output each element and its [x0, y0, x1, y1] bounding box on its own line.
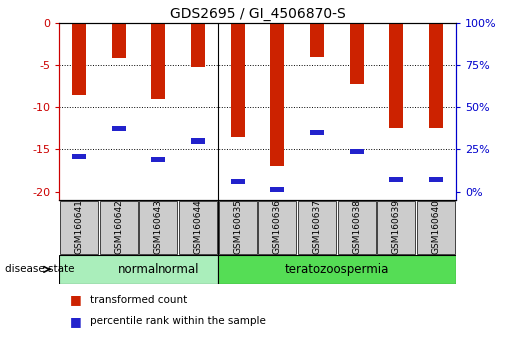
FancyBboxPatch shape [377, 201, 415, 254]
Bar [231, 23, 245, 137]
Bar [429, 177, 443, 182]
Bar [112, 126, 126, 131]
Bar [231, 179, 245, 184]
Text: ■: ■ [70, 315, 81, 327]
FancyBboxPatch shape [218, 255, 456, 284]
Text: GSM160636: GSM160636 [273, 199, 282, 254]
Bar [270, 23, 284, 166]
Text: GSM160638: GSM160638 [352, 199, 361, 254]
Bar [72, 154, 86, 159]
FancyBboxPatch shape [417, 201, 455, 254]
Text: normal: normal [118, 263, 159, 276]
Bar [389, 23, 403, 129]
FancyBboxPatch shape [59, 255, 218, 284]
FancyBboxPatch shape [219, 201, 256, 254]
Bar [151, 157, 165, 162]
Text: teratozoospermia: teratozoospermia [285, 263, 389, 276]
Bar [72, 23, 86, 95]
Text: GSM160640: GSM160640 [432, 199, 440, 254]
Bar [389, 177, 403, 182]
Title: GDS2695 / GI_4506870-S: GDS2695 / GI_4506870-S [169, 7, 346, 21]
Bar [310, 130, 324, 135]
Text: percentile rank within the sample: percentile rank within the sample [90, 316, 266, 326]
Bar [112, 23, 126, 58]
FancyBboxPatch shape [140, 201, 177, 254]
Text: GSM160637: GSM160637 [313, 199, 321, 254]
Text: GSM160641: GSM160641 [75, 199, 83, 254]
Text: disease state: disease state [5, 264, 75, 274]
Bar [270, 187, 284, 193]
Text: ■: ■ [70, 293, 81, 306]
FancyBboxPatch shape [100, 201, 138, 254]
Text: transformed count: transformed count [90, 295, 187, 305]
FancyBboxPatch shape [338, 201, 375, 254]
FancyBboxPatch shape [259, 201, 296, 254]
Text: normal: normal [158, 263, 199, 276]
Text: GSM160639: GSM160639 [392, 199, 401, 254]
Bar [429, 23, 443, 129]
FancyBboxPatch shape [179, 201, 217, 254]
Bar [151, 23, 165, 99]
Bar [191, 138, 205, 143]
Text: GSM160635: GSM160635 [233, 199, 242, 254]
Text: GSM160644: GSM160644 [194, 199, 202, 254]
FancyBboxPatch shape [298, 201, 336, 254]
Bar [310, 23, 324, 57]
Bar [350, 149, 364, 154]
Bar [191, 23, 205, 67]
Bar [350, 23, 364, 84]
Text: GSM160642: GSM160642 [114, 199, 123, 254]
FancyBboxPatch shape [60, 201, 98, 254]
Text: GSM160643: GSM160643 [154, 199, 163, 254]
